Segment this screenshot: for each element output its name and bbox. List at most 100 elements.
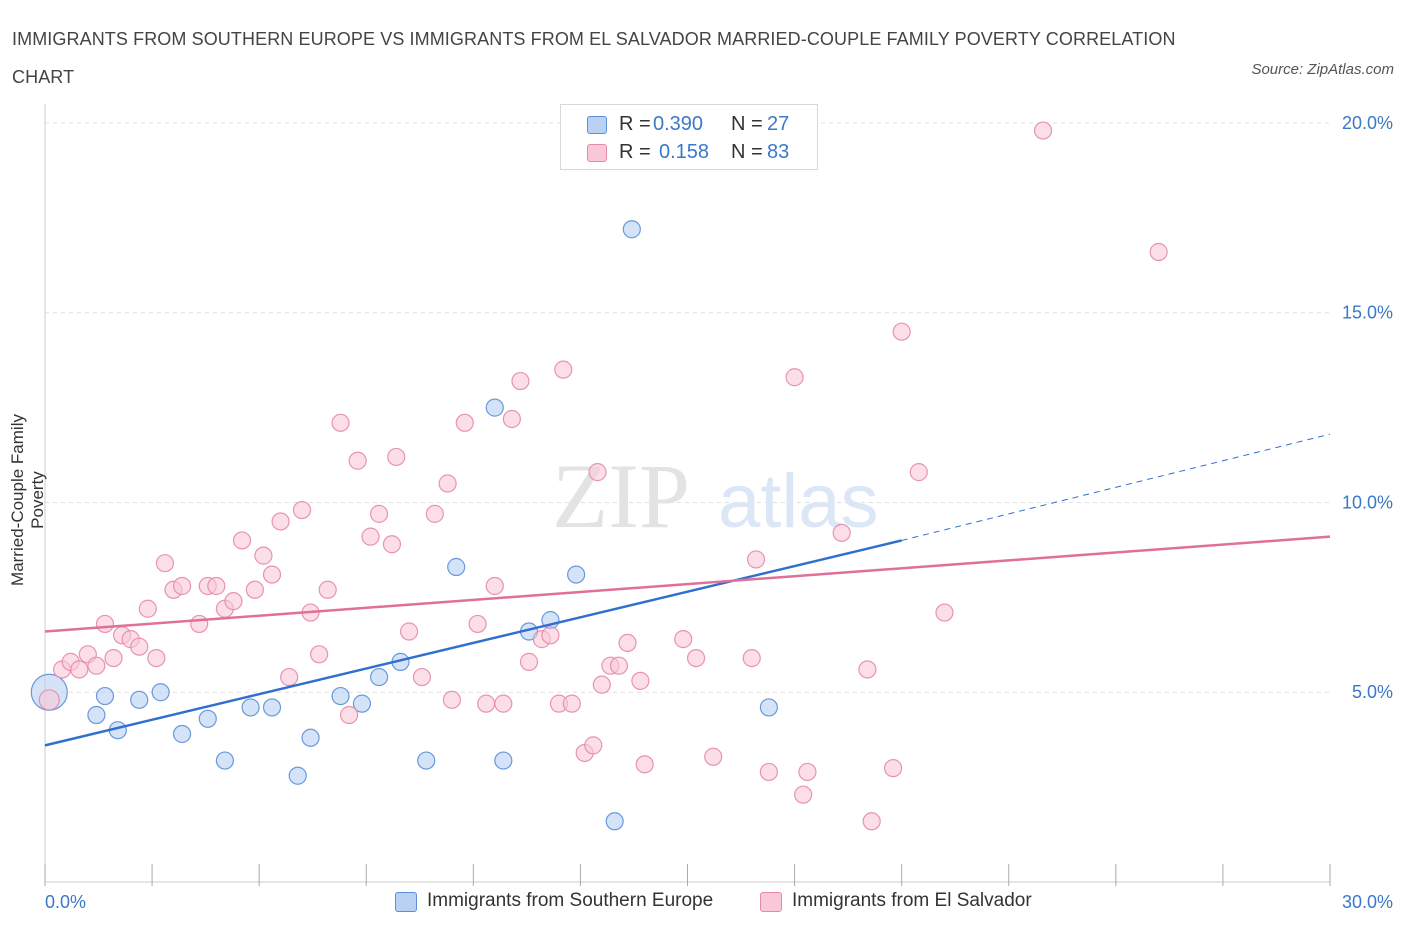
data-point-el-salvador [798, 762, 817, 782]
data-point-el-salvador [348, 451, 367, 470]
data-point-el-salvador [746, 550, 766, 569]
data-point-el-salvador [207, 576, 226, 596]
data-point-southern-europe [301, 728, 320, 747]
data-point-el-salvador [1033, 121, 1053, 140]
data-point-el-salvador [468, 614, 487, 634]
data-point-el-salvador [1149, 242, 1168, 262]
data-point-southern-europe [447, 557, 466, 577]
data-point-southern-europe [215, 751, 234, 770]
data-point-southern-europe [172, 724, 192, 744]
data-point-southern-europe [370, 667, 389, 687]
data-point-el-salvador [935, 603, 954, 622]
x-tick-label: 30.0% [1342, 892, 1393, 912]
data-point-el-salvador [541, 626, 560, 645]
data-point-el-salvador [494, 694, 513, 713]
data-point-el-salvador [147, 648, 166, 668]
data-point-southern-europe [198, 709, 217, 728]
watermark: ZIP atlas [552, 445, 879, 547]
bottom-legend-swatch-el-salvador [760, 892, 782, 912]
watermark-atlas: atlas [718, 459, 879, 544]
data-point-southern-europe [352, 694, 372, 713]
data-point-southern-europe [241, 698, 260, 717]
data-point-southern-europe [288, 766, 307, 785]
data-point-el-salvador [609, 656, 629, 675]
data-point-el-salvador [292, 500, 312, 520]
data-point-el-salvador [794, 785, 813, 804]
data-point-el-salvador [704, 747, 723, 766]
data-point-el-salvador [190, 614, 209, 634]
data-point-southern-europe [567, 565, 586, 584]
legend-n-label: N = [731, 141, 763, 163]
data-point-southern-europe [622, 220, 641, 239]
trendline-el-salvador [44, 535, 1331, 633]
data-point-el-salvador [412, 667, 432, 687]
data-point-el-salvador [370, 504, 389, 523]
legend-r-value: 0.390 [653, 113, 704, 135]
source-label: Source: ZipAtlas.com [1251, 61, 1394, 78]
data-point-el-salvador [245, 580, 264, 599]
y-axis-label: Married-Couple Family Poverty [8, 414, 47, 586]
data-point-southern-europe [95, 686, 115, 706]
data-point-southern-europe [494, 751, 513, 770]
data-point-southern-europe [130, 690, 149, 709]
legend-n-label: N = [731, 113, 763, 135]
data-point-el-salvador [254, 546, 273, 565]
data-point-el-salvador [331, 413, 350, 432]
data-point-el-salvador [862, 812, 881, 831]
axes [44, 104, 1331, 886]
trendline-southern-europe-extension [901, 433, 1331, 541]
data-point-el-salvador [104, 648, 123, 668]
data-point-southern-europe [262, 698, 282, 717]
data-point-el-salvador [70, 660, 89, 679]
data-point-southern-europe [759, 698, 778, 717]
data-point-el-salvador [172, 576, 192, 596]
trendline-southern-europe [44, 539, 902, 747]
bottom-legend-label-el-salvador: Immigrants from El Salvador [792, 890, 1032, 911]
data-point-el-salvador [519, 652, 539, 671]
data-point-el-salvador [387, 447, 406, 467]
data-point-el-salvador [138, 599, 157, 618]
x-tick-label: 0.0% [45, 892, 86, 912]
bottom-legend-swatch-southern-europe [395, 892, 417, 912]
data-point-southern-europe [417, 751, 436, 770]
data-point-el-salvador [280, 667, 299, 687]
y-tick-label: 5.0% [1352, 682, 1393, 702]
chart-title: IMMIGRANTS FROM SOUTHERN EUROPE VS IMMIG… [12, 29, 1176, 87]
data-point-el-salvador [224, 592, 243, 611]
data-point-el-salvador [442, 690, 462, 709]
data-point-el-salvador [562, 694, 581, 713]
legend-n-value: 27 [767, 113, 790, 135]
data-point-el-salvador [95, 614, 115, 634]
stats-legend: R = 0.390 N = 27 R = 0.158 N = 83 [560, 104, 818, 170]
data-point-el-salvador [635, 755, 654, 774]
tick-labels: 5.0% 10.0% 15.0% 20.0% 0.0% 30.0% [45, 113, 1393, 912]
data-point-el-salvador [618, 633, 637, 653]
data-point-el-salvador [554, 360, 573, 379]
data-point-el-salvador [262, 565, 282, 584]
legend-swatch-el-salvador [587, 144, 607, 162]
data-point-el-salvador [399, 622, 419, 641]
legend-r-value: 0.158 [659, 141, 710, 163]
points [30, 121, 1168, 831]
data-point-el-salvador [477, 694, 496, 713]
y-tick-label: 15.0% [1342, 303, 1393, 323]
data-point-southern-europe [331, 686, 350, 706]
data-point-el-salvador [584, 736, 603, 755]
data-point-el-salvador [511, 371, 530, 391]
data-point-southern-europe [87, 705, 106, 725]
data-point-el-salvador [858, 660, 877, 679]
data-point-el-salvador [742, 648, 761, 668]
data-point-el-salvador [38, 689, 60, 711]
data-point-el-salvador [588, 463, 607, 482]
legend-r-label: R = [619, 141, 651, 163]
legend-n-value: 83 [767, 141, 790, 163]
data-point-el-salvador [438, 474, 457, 493]
legend-r-label: R = [619, 113, 651, 135]
data-point-el-salvador [271, 512, 290, 531]
data-point-el-salvador [361, 527, 380, 546]
data-point-el-salvador [425, 504, 444, 523]
data-point-el-salvador [340, 705, 359, 725]
data-point-el-salvador [485, 576, 504, 596]
data-point-el-salvador [87, 656, 106, 675]
